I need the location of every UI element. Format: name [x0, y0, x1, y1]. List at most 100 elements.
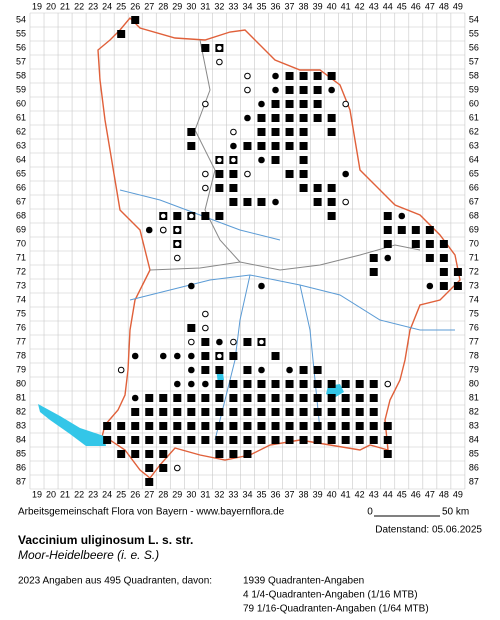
quadrant-record [173, 408, 182, 416]
column-label: 46 [411, 489, 421, 499]
quadrant-record [439, 240, 448, 248]
old-record [244, 170, 251, 178]
sub-quadrant-record [202, 380, 209, 388]
column-label: 35 [256, 1, 266, 11]
quadrant-record [355, 422, 364, 430]
column-label: 38 [299, 489, 309, 499]
quadrant-record [117, 422, 126, 430]
quadrant-record [159, 450, 168, 458]
lake-constance [38, 404, 106, 446]
column-label: 25 [116, 1, 126, 11]
quadrant-record [313, 380, 322, 388]
quadrant-record [355, 394, 364, 402]
quadrant-record [369, 254, 378, 262]
sub-quadrant-record [145, 226, 153, 234]
quadrant-record [355, 436, 364, 444]
old-record [174, 254, 181, 262]
row-label: 67 [469, 196, 479, 206]
quadrant-record [215, 408, 224, 416]
old-record [159, 226, 167, 234]
row-label: 64 [469, 154, 479, 164]
row-label: 54 [16, 14, 26, 24]
quadrant-record [313, 198, 322, 206]
row-label: 69 [16, 224, 26, 234]
sub-quadrant-record [131, 352, 139, 360]
old-record [384, 380, 392, 388]
row-label: 61 [469, 112, 479, 122]
row-label: 61 [16, 112, 26, 122]
row-label: 77 [469, 336, 479, 346]
row-label: 86 [16, 462, 26, 472]
row-label: 62 [16, 126, 26, 136]
sub-quadrant-record [174, 352, 181, 360]
quadrant-record [229, 380, 238, 388]
quadrant-record [243, 436, 252, 444]
row-label: 74 [16, 294, 26, 304]
quadrant-record [159, 394, 168, 402]
quadrant-record [145, 478, 154, 486]
quadrant-record [117, 450, 126, 458]
row-label: 81 [469, 392, 479, 402]
quadrant-record [285, 72, 294, 80]
column-label: 45 [397, 489, 407, 499]
quadrant-record [313, 184, 322, 192]
row-label: 59 [469, 84, 479, 94]
old-record [174, 226, 181, 234]
summary: 2023 Angaben aus 495 Quadranten, davon: [18, 576, 212, 587]
column-label: 31 [200, 489, 210, 499]
column-label: 27 [144, 1, 154, 11]
old-record [202, 184, 209, 192]
column-label: 19 [32, 1, 42, 11]
breakdown-item: 4 1/4-Quadranten-Angaben (1/16 MTB) [243, 590, 418, 601]
quadrant-record [187, 142, 196, 150]
column-label: 33 [228, 489, 238, 499]
row-label: 80 [16, 378, 26, 388]
sub-quadrant-record [188, 282, 195, 290]
quadrant-record [355, 408, 364, 416]
quadrant-record [145, 422, 154, 430]
quadrant-record [215, 212, 224, 220]
old-record [188, 212, 195, 220]
date: Datenstand: 05.06.2025 [375, 525, 482, 536]
quadrant-record [215, 422, 224, 430]
row-label: 85 [16, 448, 26, 458]
column-label: 39 [313, 1, 323, 11]
column-label: 20 [46, 1, 56, 11]
row-label: 71 [16, 252, 26, 262]
quadrant-record [271, 128, 280, 136]
old-record [342, 100, 349, 108]
quadrant-record [285, 394, 294, 402]
quadrant-record [411, 240, 420, 248]
quadrant-record [257, 422, 266, 430]
old-record [216, 44, 223, 52]
column-label: 35 [256, 489, 266, 499]
quadrant-record [285, 380, 294, 388]
quadrant-record [369, 268, 378, 276]
old-record [216, 352, 223, 360]
quadrant-record [271, 156, 280, 164]
row-label: 60 [469, 98, 479, 108]
quadrant-record [285, 100, 294, 108]
quadrant-record [201, 212, 210, 220]
quadrant-record [313, 394, 322, 402]
quadrant-record [355, 380, 364, 388]
row-label: 68 [469, 210, 479, 220]
quadrant-record [285, 86, 294, 94]
quadrant-record [313, 408, 322, 416]
row-label: 65 [16, 168, 26, 178]
sub-quadrant-record [272, 86, 279, 94]
column-label: 32 [214, 1, 224, 11]
row-label: 79 [16, 364, 26, 374]
column-label: 41 [341, 489, 351, 499]
column-label: 48 [439, 1, 449, 11]
quadrant-record [383, 422, 392, 430]
column-label: 36 [271, 489, 281, 499]
quadrant-record [117, 436, 126, 444]
column-label: 26 [130, 1, 140, 11]
scale-end: 50 km [442, 507, 469, 518]
quadrant-record [243, 394, 252, 402]
sub-quadrant-record [216, 338, 223, 346]
quadrant-record [271, 408, 280, 416]
quadrant-record [313, 366, 322, 374]
